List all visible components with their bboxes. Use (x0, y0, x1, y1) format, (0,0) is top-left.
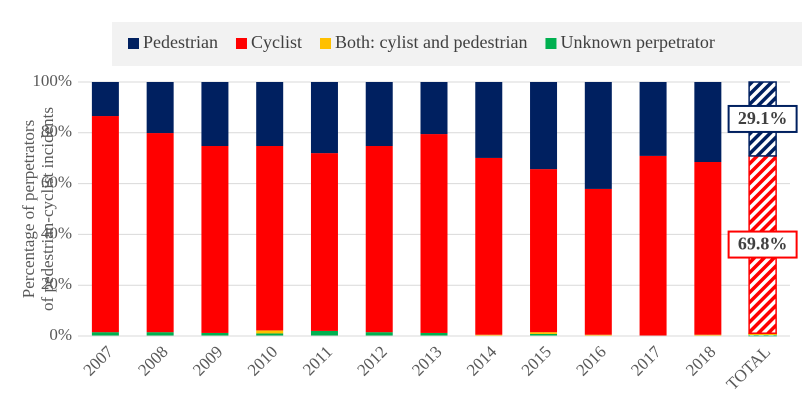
bar-segment (694, 82, 722, 163)
x-tick-label: TOTAL (723, 342, 775, 394)
bar-segment (91, 116, 119, 333)
y-tick-label: 80% (41, 122, 72, 141)
bar-segment (256, 333, 284, 336)
bar-segment (91, 82, 119, 117)
bar-segment (694, 334, 722, 336)
bar-segment (530, 332, 558, 334)
x-tick-label: 2011 (299, 342, 336, 379)
bar-segment (146, 82, 174, 134)
x-tick-label: 2013 (408, 342, 445, 379)
bar-segment (584, 334, 612, 336)
bar-segment (639, 155, 667, 336)
bar-segment (201, 82, 229, 147)
legend-label: Pedestrian (143, 32, 218, 52)
legend-swatch (545, 38, 557, 49)
bar-segment (475, 157, 503, 335)
bar-segment (584, 82, 612, 189)
x-tick-label: 2007 (79, 342, 117, 380)
bar-segment (146, 332, 174, 336)
legend-swatch (128, 38, 139, 49)
x-tick-label: 2012 (353, 342, 390, 379)
bar-segment (475, 334, 503, 336)
bar-segment (530, 333, 558, 336)
legend-swatch (320, 38, 331, 49)
bar-segment (256, 330, 284, 334)
y-tick-label: 0% (49, 325, 72, 344)
bar-segment (475, 82, 503, 158)
x-tick-label: 2016 (572, 342, 609, 379)
y-axis-label: Percentage of perpetrators (19, 120, 38, 298)
bar-segment (91, 332, 119, 336)
bar-segment (310, 153, 338, 331)
bar-segment (310, 82, 338, 154)
bar-segment (365, 82, 393, 147)
bar-segment (146, 133, 174, 333)
bar-segment (639, 82, 667, 156)
x-tick-label: 2008 (134, 342, 171, 379)
bar-segment (530, 82, 558, 170)
value-label: 69.8% (738, 234, 788, 254)
bar-segment (365, 332, 393, 336)
x-tick-label: 2010 (244, 342, 281, 379)
bar-segment (201, 146, 229, 333)
y-tick-label: 100% (32, 71, 72, 90)
y-tick-label: 40% (41, 223, 72, 242)
bar-segment (256, 146, 284, 331)
legend-label: Unknown perpetrator (560, 32, 714, 52)
bar-segment (530, 169, 558, 333)
y-axis-label: of pedestrian-cyclist incidents (38, 107, 57, 311)
y-tick-label: 20% (41, 274, 72, 293)
bar-segment (420, 332, 448, 336)
legend-box (112, 22, 802, 66)
x-tick-label: 2009 (189, 342, 226, 379)
bar-segment (694, 162, 722, 335)
bar-segment (201, 332, 229, 336)
legend-swatch (235, 38, 247, 49)
x-tick-label: 2018 (682, 342, 719, 379)
x-tick-label: 2017 (627, 342, 665, 380)
y-tick-label: 60% (41, 173, 72, 192)
x-tick-label: 2015 (518, 342, 555, 379)
value-label-box (727, 230, 798, 259)
value-label-box (727, 104, 798, 133)
bar-segment (420, 134, 448, 333)
bar-segment (584, 188, 612, 335)
bar-segment (256, 82, 284, 147)
legend-label: Cyclist (251, 32, 302, 52)
legend-label: Both: cylist and pedestrian (335, 32, 527, 52)
bar-segment (365, 146, 393, 333)
bar-segment (420, 82, 448, 135)
x-tick-label: 2014 (463, 342, 501, 380)
value-label: 29.1% (738, 108, 788, 128)
bar-segment (310, 330, 338, 336)
